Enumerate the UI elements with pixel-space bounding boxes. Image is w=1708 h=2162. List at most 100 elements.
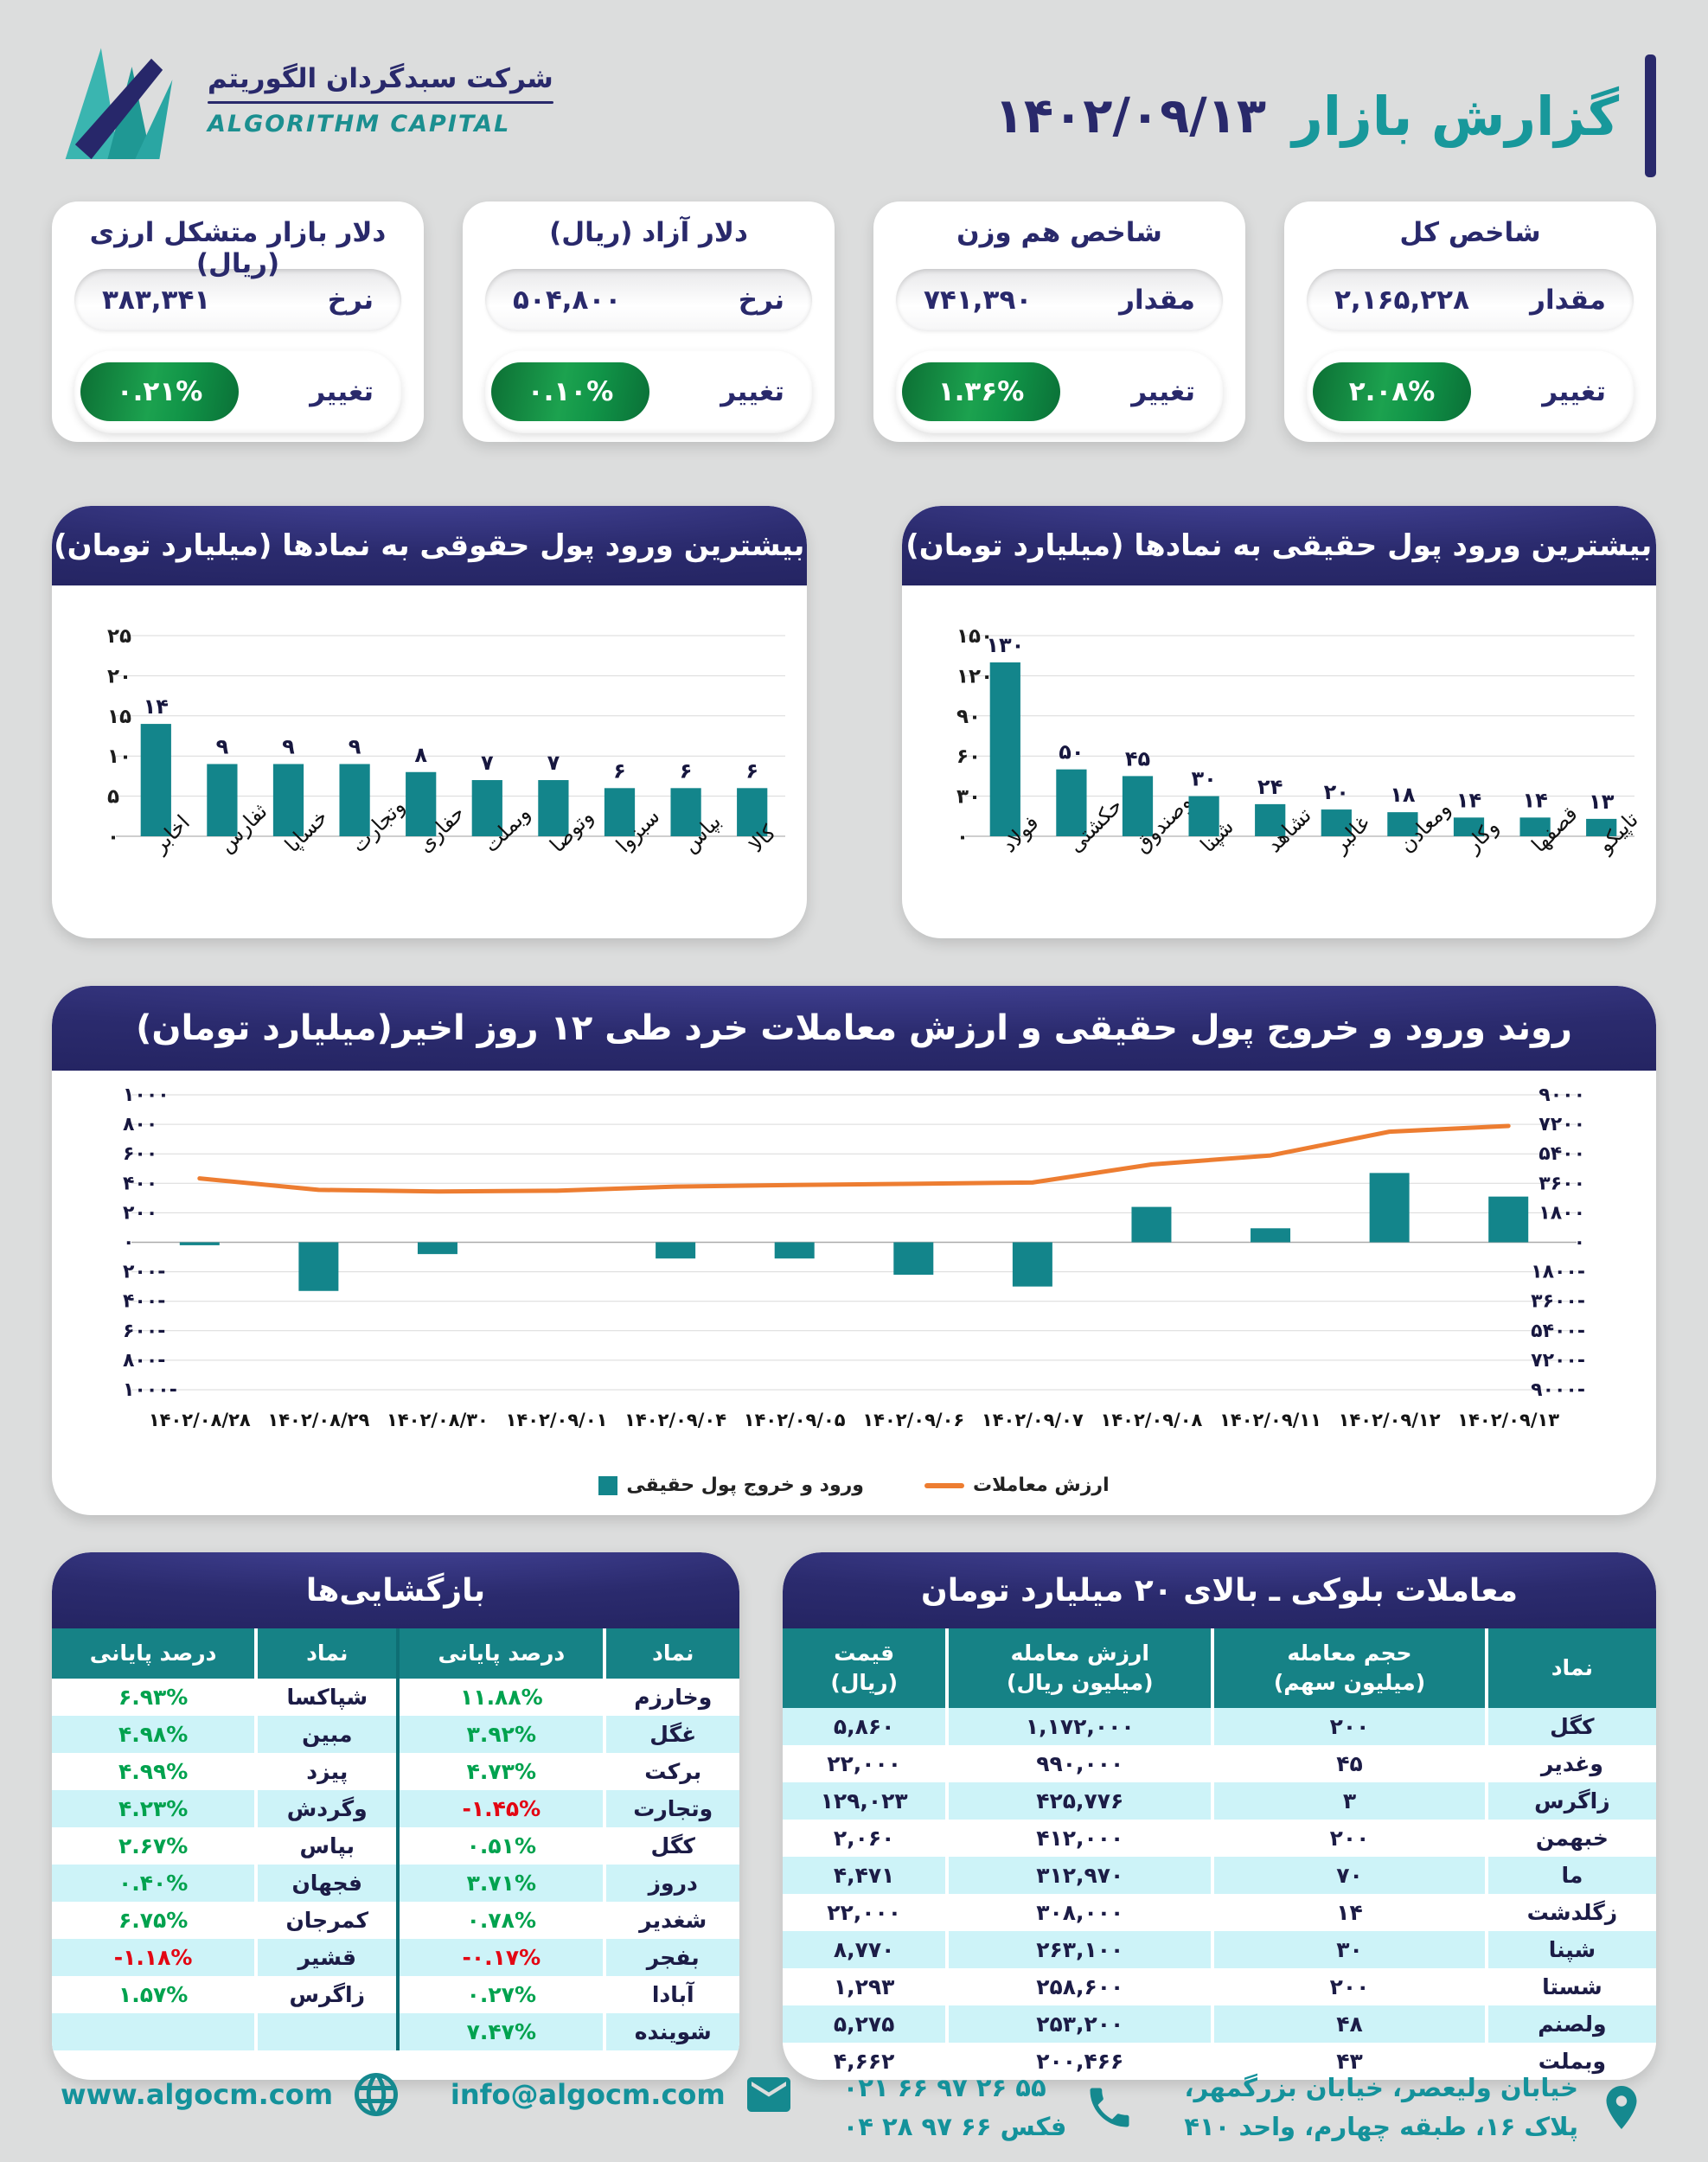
cell: ۴۱۲,۰۰۰ [945,1819,1213,1857]
column-header: قیمت (ریال) [783,1628,948,1708]
column-header: حجم معامله (میلیون سهم) [1211,1628,1487,1708]
svg-text:۱۴: ۱۴ [143,694,168,719]
globe-icon [355,2073,399,2116]
stat-change-label: تغییر [310,376,374,407]
bar [417,1242,457,1255]
cell: ۹۹۰,۰۰۰ [945,1744,1213,1782]
cell: زگلدشت [1484,1893,1656,1931]
cell: وتجارت [603,1789,739,1827]
bar [1122,776,1154,836]
svg-text:۱۴: ۱۴ [1456,788,1481,812]
bar [405,771,436,836]
svg-text:۷: ۷ [547,751,560,775]
svg-text:۰: ۰ [123,1232,134,1254]
svg-text:۸۰۰: ۸۰۰ [123,1114,157,1135]
bar [774,1242,815,1259]
svg-text:-۹۰۰۰: -۹۰۰۰ [1531,1379,1585,1401]
footer-phone[interactable]: ۰۲۱ ۶۶ ۹۷ ۲۶ ۵۵ ۰۴ ۲۸ ۹۷ ۶۶ فکس [843,2069,1136,2146]
fax-number[interactable]: ۰۴ ۲۸ ۹۷ ۶۶ فکس [842,2111,1067,2141]
stat-change-badge: ۰.۲۱% [80,362,240,421]
cell: ۱۲۹,۰۲۳ [783,1781,948,1820]
cell: وگردش [254,1789,399,1827]
column-header: درصد پایانی [396,1628,605,1679]
column-header: نماد [1484,1628,1656,1708]
bar [1387,812,1418,836]
stat-change-label: تغییر [1542,376,1606,407]
stat-value: ۷۴۱,۳۹۰ [924,285,1033,316]
legal_inflow-svg: ۰۵۱۰۱۵۲۰۲۵۱۴اخابر۹ثفارس۹خساپا۹وتجارت۸حفا… [107,625,785,858]
bar [1012,1242,1052,1287]
website-url[interactable]: www.algocm.com [61,2078,334,2111]
svg-text:۷۲۰۰: ۷۲۰۰ [1538,1114,1585,1135]
cell: ۲.۶۷% [118,1833,189,1858]
cell: ۳.۹۲% [396,1715,605,1753]
stat-change-badge: ۱.۳۶% [902,362,1061,421]
legend-label: ورود و خروج پول حقیقی [626,1474,864,1496]
svg-text:۴۵: ۴۵ [1125,746,1150,771]
stat-change-pill: تغییر ۲.۰۸% [1307,350,1634,433]
svg-text:۹۰۰۰: ۹۰۰۰ [1538,1084,1585,1106]
footer-website[interactable]: www.algocm.com [61,2069,402,2120]
cell: ۱.۵۷% [118,1981,189,2007]
phone-number[interactable]: ۰۲۱ ۶۶ ۹۷ ۲۶ ۵۵ [842,2073,1046,2102]
stat-cards-row: شاخص کل مقدار ۲,۱۶۵,۲۲۸ تغییر ۲.۰۸% شاخص… [52,201,1656,442]
footer-email[interactable]: info@algocm.com [451,2069,795,2120]
cell: ۷.۴۷% [396,2012,605,2050]
svg-text:-۸۰۰: -۸۰۰ [123,1350,165,1372]
footer-address: خیابان ولیعصر، خیابان بزرگمهر، پلاک ۱۶، … [1184,2069,1647,2146]
stat-card-equal-weight-index: شاخص هم وزن مقدار ۷۴۱,۳۹۰ تغییر ۱.۳۶% [873,201,1245,442]
bar [1251,1228,1291,1243]
bar [1369,1173,1410,1243]
cell: پیزد [254,1752,399,1790]
location-pin-icon [1606,2085,1637,2129]
legal-money-inflow-card: بیشترین ورود پول حقوقی به نمادها (میلیار… [52,506,807,938]
cell: ۳۰۸,۰۰۰ [945,1893,1213,1931]
email-address[interactable]: info@algocm.com [450,2078,726,2111]
cell: فجهان [254,1864,399,1902]
cell: ۴۸ [1211,2005,1487,2043]
real_inflow-svg: ۰۳۰۶۰۹۰۱۲۰۱۵۰۱۳۰فولاد۵۰حکشتی۴۵وصندوق۳۰شپ… [956,625,1643,858]
bar [298,1242,339,1291]
stat-change-pill: تغییر ۰.۲۱% [74,350,401,433]
chart-title: بیشترین ورود پول حقیقی به نمادها (میلیار… [901,506,1656,585]
cell: شوینده [603,2012,739,2050]
svg-text:۱۴۰۲/۰۹/۰۵: ۱۴۰۲/۰۹/۰۵ [744,1410,846,1430]
reopenings-card: بازگشایی‌ها نماد درصد پایانی نماد درصد پایا… [52,1552,739,2080]
table-row: وبملت ۴۳ ۲۰۰,۴۶۶ ۴,۶۶۲ [783,2042,1656,2080]
cell: ۴.۹۹% [118,1758,189,1784]
stat-change-badge: ۲.۰۸% [1313,362,1472,421]
cell: ۲۵۸,۶۰۰ [945,1967,1213,2005]
svg-text:-۷۲۰۰: -۷۲۰۰ [1531,1350,1585,1372]
phone-icon [1090,2088,1129,2127]
svg-text:۴۰۰: ۴۰۰ [123,1173,157,1194]
cell: ۴۵ [1211,1744,1487,1782]
algorithm-capital-logo-icon [65,48,173,159]
cell: ۴,۴۷۱ [783,1856,948,1894]
cell: ۲۰۰ [1211,1707,1487,1745]
svg-text:۶۰: ۶۰ [956,745,981,768]
legend-item-trade-value: ارزش معاملات [924,1474,1110,1496]
real-money-inflow-card: بیشترین ورود پول حقیقی به نمادها (میلیار… [901,506,1656,938]
stat-value: ۵۰۴,۸۰۰ [513,285,622,316]
table-row: شستا ۲۰۰ ۲۵۸,۶۰۰ ۱,۲۹۳ [783,1967,1656,2005]
svg-text:۰: ۰ [956,826,969,848]
svg-text:۶: ۶ [679,758,692,783]
column-header: نماد [603,1628,739,1679]
bar [206,764,238,836]
cell: ۲,۰۶۰ [833,1825,895,1851]
stat-value-pill: مقدار ۷۴۱,۳۹۰ [896,269,1223,331]
reopenings-table: نماد درصد پایانی نماد درصد پایانی وخارزم ۱۱.… [52,1628,739,2050]
cell [52,2012,257,2050]
report-date: ۱۴۰۲/۰۹/۱۳ [994,87,1267,144]
cell: ۱۱.۸۸% [396,1678,605,1716]
svg-text:۰: ۰ [1574,1232,1585,1254]
stat-change-badge: ۰.۱۰% [491,362,650,421]
bar [272,764,304,836]
chart-title: روند ورود و خروج پول حقیقی و ارزش معاملا… [52,986,1656,1071]
cell: ۰.۷۸% [396,1901,605,1939]
cell: زاگرس [1484,1781,1656,1820]
bar [1586,818,1617,836]
svg-text:۵: ۵ [107,786,119,809]
svg-text:۳۶۰۰: ۳۶۰۰ [1538,1173,1585,1194]
cell: ۷۰ [1211,1856,1487,1894]
